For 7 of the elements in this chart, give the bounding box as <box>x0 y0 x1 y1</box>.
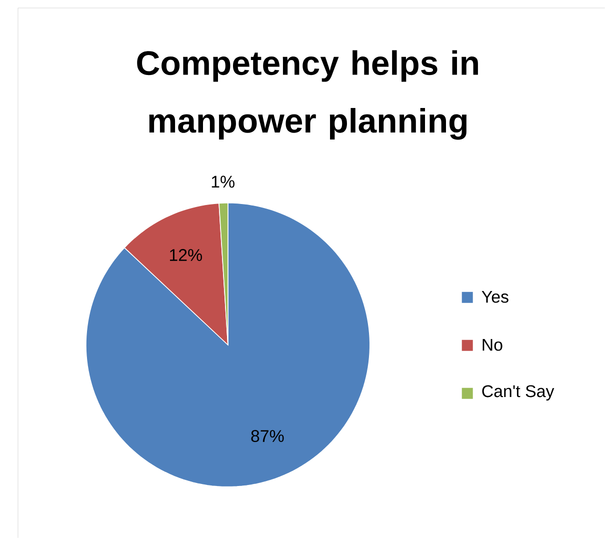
data-label: 87% <box>251 430 284 442</box>
chart-title: Competency helps in manpower planning <box>137 50 478 140</box>
legend-label: Yes <box>482 290 508 303</box>
legend-label: Can't Say <box>482 385 554 401</box>
legend-label: No <box>482 338 502 351</box>
data-label: 1% <box>212 176 234 188</box>
data-label: 12% <box>170 249 202 261</box>
